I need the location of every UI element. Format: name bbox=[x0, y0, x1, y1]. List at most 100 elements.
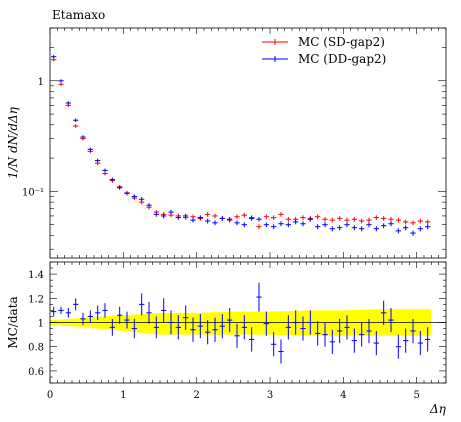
data-point bbox=[417, 218, 423, 224]
y-axis-label: 1/N dN/dΔη bbox=[6, 106, 20, 179]
ratio-point bbox=[351, 328, 357, 353]
ratio-point bbox=[95, 305, 101, 321]
data-point bbox=[337, 216, 343, 221]
data-point bbox=[227, 216, 233, 222]
ratio-point bbox=[337, 318, 343, 344]
data-point bbox=[381, 223, 387, 229]
ratio-point bbox=[190, 317, 196, 342]
ratio-panel: 0 1 2 3 4 5 0.6 0.8 1 1.2 1.4 MC/data bbox=[6, 261, 447, 401]
y-tick-label: 0.6 bbox=[28, 367, 44, 378]
x-tick-label: 4 bbox=[340, 390, 346, 401]
data-point bbox=[168, 209, 174, 215]
data-point bbox=[315, 214, 321, 220]
ratio-point bbox=[403, 328, 409, 353]
ratio-point bbox=[212, 317, 218, 342]
data-point bbox=[322, 222, 328, 228]
chart-title: Etamaxo bbox=[52, 8, 105, 22]
ratio-point bbox=[307, 310, 313, 335]
data-point bbox=[58, 82, 64, 87]
data-point bbox=[263, 214, 269, 220]
data-point bbox=[285, 222, 291, 228]
data-point bbox=[234, 220, 240, 226]
ratio-point bbox=[175, 315, 181, 340]
data-point bbox=[395, 217, 401, 223]
x-tick-label: 0 bbox=[47, 390, 53, 401]
x-tick-label: 3 bbox=[267, 390, 273, 401]
ratio-point bbox=[285, 315, 291, 340]
data-point bbox=[410, 230, 416, 236]
ratio-point bbox=[168, 310, 174, 335]
ratio-point bbox=[381, 300, 387, 325]
ratio-point bbox=[109, 318, 115, 336]
data-point bbox=[51, 58, 57, 62]
y-tick-label: 1.2 bbox=[28, 294, 44, 305]
y-tick-label: 1 bbox=[38, 77, 44, 88]
ratio-point bbox=[183, 305, 189, 330]
data-point bbox=[212, 220, 218, 226]
data-point bbox=[278, 212, 284, 217]
data-point bbox=[51, 55, 57, 59]
data-point bbox=[80, 135, 86, 139]
data-point bbox=[241, 222, 247, 228]
y-tick-label: 1.4 bbox=[28, 270, 44, 281]
ratio-point bbox=[87, 310, 93, 323]
data-point bbox=[285, 216, 291, 222]
legend-label: MC (DD-gap2) bbox=[298, 52, 386, 66]
data-point bbox=[344, 222, 350, 228]
data-point bbox=[359, 218, 365, 224]
ratio-point bbox=[359, 322, 365, 347]
data-point bbox=[271, 215, 277, 220]
data-point bbox=[205, 212, 211, 217]
ratio-point bbox=[227, 307, 233, 333]
data-point bbox=[190, 217, 196, 223]
ratio-point bbox=[117, 306, 123, 324]
ratio-point bbox=[51, 306, 57, 317]
data-point bbox=[388, 216, 394, 222]
data-point bbox=[417, 226, 423, 232]
data-point bbox=[381, 216, 387, 221]
ratio-point bbox=[219, 314, 225, 339]
ratio-point bbox=[58, 306, 64, 315]
data-point bbox=[102, 168, 108, 173]
ratio-point bbox=[395, 334, 401, 359]
data-point bbox=[322, 216, 328, 222]
ratio-point bbox=[256, 282, 262, 312]
data-point bbox=[403, 219, 409, 225]
data-point bbox=[249, 216, 255, 221]
ratio-point bbox=[271, 332, 277, 357]
legend-label: MC (SD-gap2) bbox=[298, 35, 385, 49]
data-point bbox=[73, 118, 79, 123]
ratio-point bbox=[425, 327, 431, 352]
ratio-point bbox=[146, 301, 152, 324]
data-point bbox=[300, 221, 306, 227]
data-point bbox=[373, 226, 379, 232]
data-point bbox=[278, 221, 284, 227]
ratio-point bbox=[417, 330, 423, 356]
ratio-point bbox=[322, 322, 328, 347]
data-point bbox=[87, 147, 93, 152]
data-point bbox=[300, 215, 306, 220]
data-point bbox=[403, 225, 409, 231]
data-point bbox=[388, 221, 394, 227]
data-point bbox=[425, 224, 431, 230]
ratio-point bbox=[293, 310, 299, 335]
ratio-point bbox=[366, 318, 372, 344]
ratio-point bbox=[161, 298, 167, 323]
data-point bbox=[366, 217, 372, 223]
ratio-point bbox=[65, 307, 71, 318]
data-point bbox=[175, 215, 181, 220]
data-point bbox=[359, 226, 365, 232]
data-point bbox=[219, 216, 225, 221]
data-point bbox=[337, 225, 343, 231]
data-point bbox=[329, 226, 335, 232]
data-point bbox=[234, 214, 240, 220]
data-point bbox=[139, 197, 145, 202]
ratio-point bbox=[73, 298, 79, 311]
data-point bbox=[351, 225, 357, 231]
ratio-point bbox=[153, 316, 159, 339]
ratio-point bbox=[80, 312, 86, 325]
data-point bbox=[109, 177, 115, 182]
data-point bbox=[425, 219, 431, 225]
ratio-point bbox=[373, 330, 379, 356]
